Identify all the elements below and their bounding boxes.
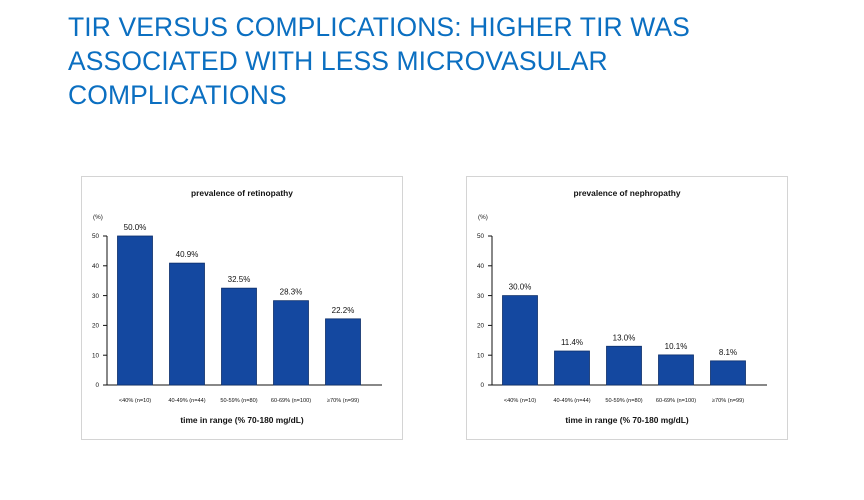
retinopathy-y-tick-label: 50 (92, 233, 100, 240)
nephropathy-y-tick-label: 50 (477, 233, 485, 240)
nephropathy-bar (554, 350, 590, 386)
nephropathy-x-category-label: 40-49% (n=44) (553, 398, 590, 404)
nephropathy-bar (710, 360, 746, 386)
retinopathy-bar (169, 262, 205, 386)
nephropathy-value-label: 11.4% (561, 338, 583, 347)
retinopathy-chart: prevalence of retinopathy (%) 0 10 20 30 40 50 5… (92, 188, 382, 425)
nephropathy-x-category-label: 50-59% (n=80) (605, 398, 642, 404)
retinopathy-bar (325, 318, 361, 386)
slide-title: TIR VERSUS COMPLICATIONS: HIGHER TIR WAS… (68, 12, 690, 110)
retinopathy-x-category-label: ≥70% (n=99) (327, 398, 359, 404)
retinopathy-y-tick-label: 0 (95, 382, 99, 389)
retinopathy-bar (117, 235, 153, 386)
nephropathy-value-label: 8.1% (719, 348, 737, 357)
retinopathy-x-category-label: 60-69% (n=100) (271, 398, 311, 404)
nephropathy-x-category-label: ≥70% (n=99) (712, 398, 744, 404)
nephropathy-chart-panel: prevalence of nephropathy (%) 0 10 20 30 40 50 3… (466, 176, 788, 440)
nephropathy-bar (502, 295, 538, 386)
retinopathy-y-tick-label: 10 (92, 352, 100, 359)
retinopathy-bar (221, 287, 257, 386)
retinopathy-value-label: 22.2% (332, 306, 355, 315)
nephropathy-y-tick-label: 20 (477, 323, 485, 330)
retinopathy-value-label: 32.5% (228, 275, 251, 284)
retinopathy-x-category-label: <40% (n=10) (119, 398, 151, 404)
nephropathy-bar (606, 345, 642, 386)
nephropathy-y-tick-label: 10 (477, 352, 485, 359)
retinopathy-y-tick-label: 30 (92, 293, 100, 300)
nephropathy-value-label: 13.0% (613, 333, 636, 342)
nephropathy-x-category-label: <40% (n=10) (504, 398, 536, 404)
nephropathy-x-category-label: 60-69% (n=100) (656, 398, 696, 404)
nephropathy-y-tick-label: 0 (480, 382, 484, 389)
retinopathy-unit-label: (%) (93, 214, 103, 221)
nephropathy-chart: prevalence of nephropathy (%) 0 10 20 30 40 50 3… (477, 188, 767, 425)
retinopathy-value-label: 40.9% (176, 250, 199, 259)
nephropathy-bar (658, 354, 694, 386)
nephropathy-chart-title: prevalence of nephropathy (573, 188, 680, 198)
retinopathy-x-category-label: 40-49% (n=44) (168, 398, 205, 404)
nephropathy-value-label: 30.0% (509, 283, 532, 292)
retinopathy-y-tick-label: 40 (92, 263, 100, 270)
nephropathy-y-tick-label: 40 (477, 263, 485, 270)
nephropathy-x-axis-title: time in range (% 70-180 mg/dL) (565, 415, 689, 425)
retinopathy-chart-panel: prevalence of retinopathy (%) 0 10 20 30 40 50 5… (81, 176, 403, 440)
nephropathy-y-tick-label: 30 (477, 293, 485, 300)
retinopathy-x-category-label: 50-59% (n=80) (220, 398, 257, 404)
nephropathy-value-label: 10.1% (665, 342, 688, 351)
retinopathy-x-axis-title: time in range (% 70-180 mg/dL) (180, 415, 304, 425)
retinopathy-value-label: 50.0% (124, 223, 147, 232)
nephropathy-unit-label: (%) (478, 214, 488, 221)
retinopathy-bar (273, 300, 309, 386)
retinopathy-y-tick-label: 20 (92, 323, 100, 330)
retinopathy-value-label: 28.3% (280, 288, 303, 297)
retinopathy-chart-title: prevalence of retinopathy (191, 188, 293, 198)
